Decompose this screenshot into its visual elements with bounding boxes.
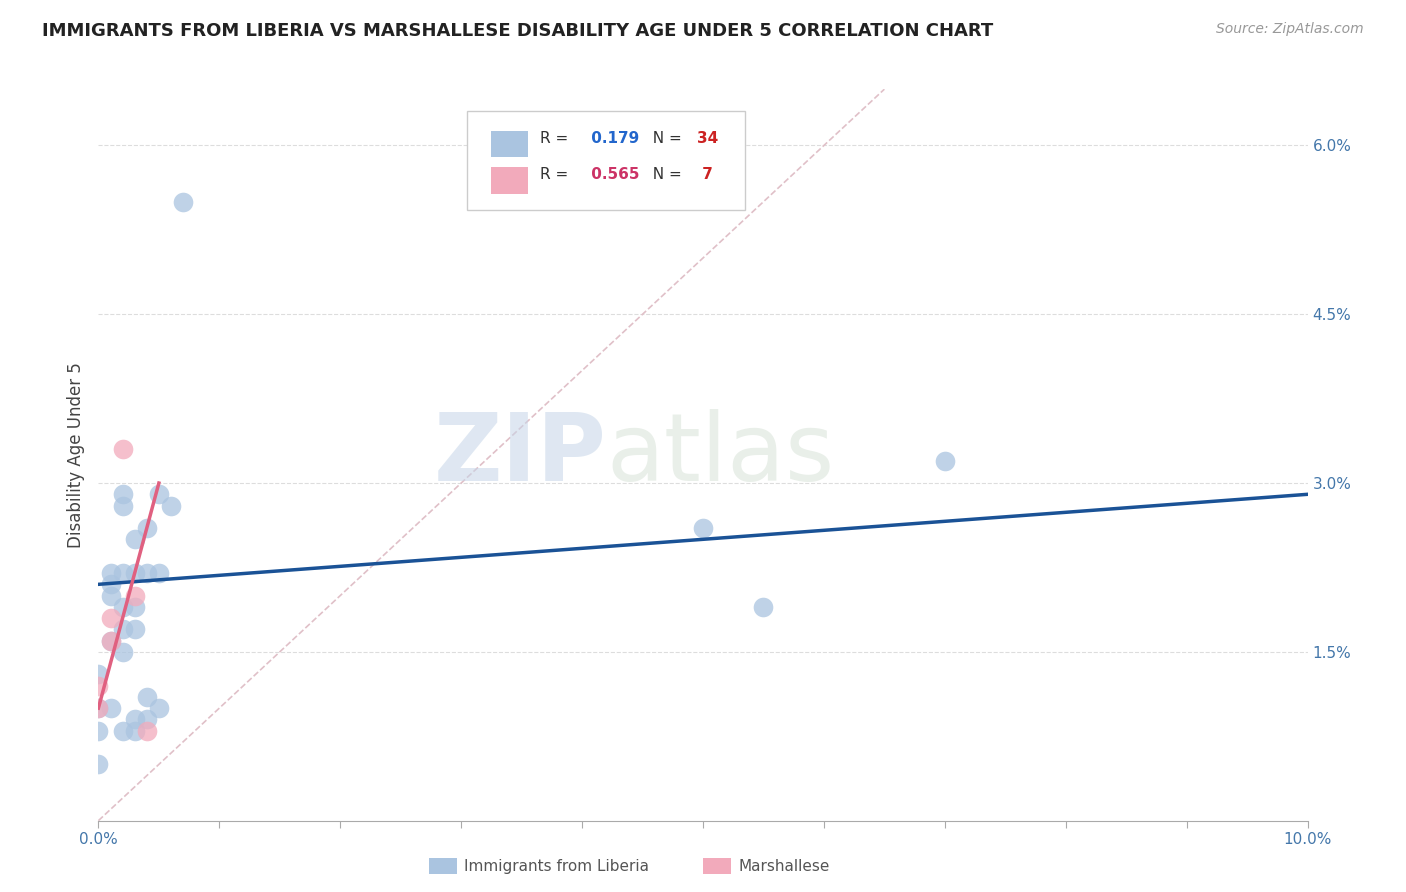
Point [135,566,157,580]
Text: 0.565: 0.565 [586,168,640,182]
Point [135,712,157,726]
Point [111,723,134,738]
Point [111,623,134,637]
Point [148,701,170,715]
Point [124,599,146,614]
Text: Immigrants from Liberia: Immigrants from Liberia [464,859,650,873]
FancyBboxPatch shape [492,168,527,194]
Text: Source: ZipAtlas.com: Source: ZipAtlas.com [1216,22,1364,37]
Point [135,521,157,535]
Point [135,723,157,738]
Point [100,589,122,603]
Text: ZIP: ZIP [433,409,606,501]
Point [111,499,134,513]
Point [87,723,110,738]
Point [87,701,110,715]
Point [160,499,183,513]
Point [148,487,170,501]
Point [148,566,170,580]
Point [124,712,146,726]
FancyBboxPatch shape [492,131,527,157]
Point [752,599,775,614]
Point [87,679,110,693]
Point [111,599,134,614]
Point [934,453,956,467]
Text: atlas: atlas [606,409,835,501]
Point [111,442,134,457]
Point [100,566,122,580]
FancyBboxPatch shape [467,112,745,210]
Text: 0.179: 0.179 [586,131,638,145]
Point [692,521,714,535]
Point [100,577,122,591]
Point [87,701,110,715]
Text: 34: 34 [697,131,718,145]
Point [124,723,146,738]
Point [124,533,146,547]
Text: IMMIGRANTS FROM LIBERIA VS MARSHALLESE DISABILITY AGE UNDER 5 CORRELATION CHART: IMMIGRANTS FROM LIBERIA VS MARSHALLESE D… [42,22,994,40]
Text: R =: R = [540,131,572,145]
Text: 7: 7 [697,168,713,182]
Point [87,667,110,681]
Point [111,487,134,501]
Point [135,690,157,704]
Text: R =: R = [540,168,572,182]
Point [111,645,134,659]
Point [100,633,122,648]
Point [124,566,146,580]
Point [100,633,122,648]
Point [100,611,122,625]
Point [124,589,146,603]
Y-axis label: Disability Age Under 5: Disability Age Under 5 [66,362,84,548]
Text: N =: N = [643,131,686,145]
Point [87,757,110,772]
Point [124,623,146,637]
Text: Marshallese: Marshallese [738,859,830,873]
Point [100,701,122,715]
Text: N =: N = [643,168,686,182]
Point [172,194,194,209]
Point [111,566,134,580]
